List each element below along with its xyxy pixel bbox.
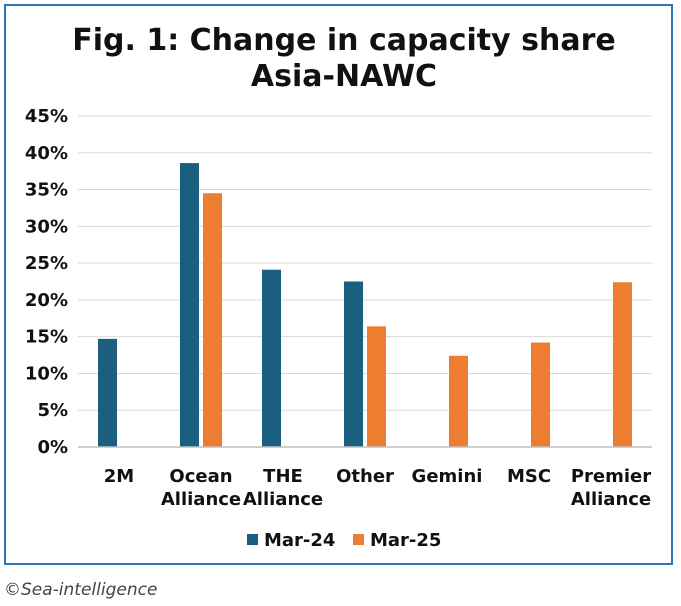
bar-mar-24 [262,269,281,447]
chart-title: Fig. 1: Change in capacity shareAsia-NAW… [72,23,616,94]
y-axis-ticks: 0% 5% 10% 15% 20% 25% 30% 35% 40% 45% [25,106,68,458]
chart-title-line: Asia-NAWC [251,59,437,94]
bar-mar-24 [180,163,199,447]
x-category-label: Gemini [412,466,483,487]
y-tick-label: 45% [25,106,68,127]
y-tick-label: 15% [25,327,68,348]
legend: Mar-24 Mar-25 [247,530,441,551]
legend-label: Mar-25 [370,530,441,551]
bar-mar-24 [98,338,117,447]
y-tick-label: 20% [25,290,68,311]
x-category-label: MSC [507,466,551,487]
y-tick-label: 5% [37,400,68,421]
x-category-label: Premier [571,466,651,487]
y-tick-label: 0% [37,437,68,458]
x-category-label: 2M [104,466,134,487]
y-tick-label: 30% [25,216,68,237]
y-tick-label: 40% [25,143,68,164]
gridlines [78,115,652,411]
source-credit: ©Sea-intelligence [4,580,158,600]
y-tick-label: 35% [25,180,68,201]
x-category-label: Other [336,466,394,487]
bar-mar-25 [531,342,550,447]
chart-title-line: Fig. 1: Change in capacity share [72,23,616,58]
bar-mar-25 [449,355,468,447]
x-category-label: Ocean [169,466,232,487]
bar-mar-24 [344,281,363,447]
bar-mar-25 [203,193,222,447]
legend-label: Mar-24 [264,530,335,551]
y-tick-label: 25% [25,253,68,274]
x-category-label: Alliance [571,489,651,510]
chart-frame: Fig. 1: Change in capacity share Asia-NAW… [4,4,673,565]
x-category-label: Alliance [161,489,241,510]
bar-chart: Fig. 1: Change in capacity shareAsia-NAW… [25,23,652,551]
bar-mar-25 [367,326,386,447]
x-category-label: THE [263,466,303,487]
x-category-label: Alliance [243,489,323,510]
bars [98,163,632,447]
legend-swatch [353,534,364,545]
bar-mar-25 [613,282,632,447]
y-tick-label: 10% [25,363,68,384]
legend-swatch [247,534,258,545]
